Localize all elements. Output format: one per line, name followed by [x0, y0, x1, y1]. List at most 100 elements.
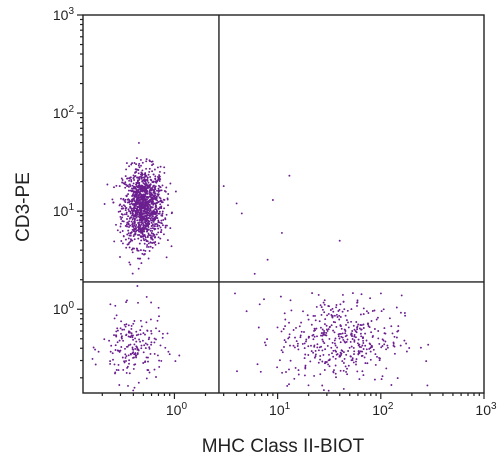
event-point — [161, 201, 164, 204]
event-point — [167, 204, 169, 207]
event-point — [341, 310, 344, 313]
y-axis-label: CD3-PE — [13, 172, 34, 242]
event-point — [115, 368, 118, 371]
event-point — [385, 367, 388, 370]
event-point — [140, 177, 143, 180]
event-point — [109, 362, 112, 365]
event-point — [326, 344, 329, 347]
event-point — [119, 215, 122, 218]
event-point — [145, 201, 148, 204]
event-point — [131, 195, 134, 197]
event-point — [94, 348, 97, 351]
event-point — [158, 315, 160, 318]
event-point — [156, 217, 159, 220]
event-point — [143, 221, 146, 224]
event-point — [342, 300, 345, 303]
event-point — [142, 234, 145, 237]
event-point — [127, 189, 130, 192]
event-point — [146, 236, 149, 239]
event-point — [130, 220, 133, 223]
event-point — [157, 219, 160, 222]
event-point — [145, 239, 148, 242]
event-point — [138, 206, 141, 209]
event-point — [137, 381, 140, 384]
event-point — [169, 227, 172, 230]
event-point — [128, 179, 131, 182]
event-point — [374, 353, 377, 356]
event-point — [283, 339, 286, 342]
event-point — [122, 339, 125, 342]
event-point — [163, 207, 166, 210]
event-point — [156, 199, 159, 202]
event-point — [303, 374, 306, 377]
event-point — [365, 352, 368, 355]
event-point — [153, 227, 156, 230]
event-point — [128, 362, 130, 365]
event-point — [287, 337, 290, 340]
event-point — [164, 224, 167, 227]
event-point — [124, 347, 126, 350]
event-point — [141, 187, 144, 190]
event-point — [370, 320, 373, 322]
event-point — [281, 351, 284, 354]
event-point — [140, 223, 143, 226]
event-point — [152, 210, 155, 213]
event-point — [365, 339, 368, 342]
event-point — [120, 332, 122, 335]
event-point — [113, 363, 116, 366]
event-point — [346, 338, 349, 341]
event-point — [161, 210, 164, 213]
event-point — [139, 214, 142, 217]
event-point — [155, 376, 157, 378]
event-point — [125, 301, 128, 304]
event-point — [118, 384, 121, 386]
event-point — [321, 338, 324, 341]
event-point — [164, 190, 167, 193]
event-point — [302, 310, 304, 313]
event-point — [150, 301, 153, 304]
event-point — [139, 158, 142, 161]
event-point — [331, 352, 333, 355]
event-point — [344, 335, 347, 338]
event-point — [327, 328, 330, 331]
event-point — [150, 227, 152, 230]
event-point — [137, 301, 139, 304]
event-point — [150, 213, 153, 216]
plot-frame — [82, 14, 485, 394]
event-point — [391, 332, 394, 335]
event-point — [144, 224, 147, 227]
event-point — [153, 184, 155, 187]
x-tick-label: 102 — [372, 401, 394, 418]
event-point — [157, 187, 160, 190]
event-point — [352, 324, 355, 327]
event-point — [134, 352, 137, 355]
event-point — [379, 357, 381, 360]
event-point — [346, 373, 349, 376]
event-point — [338, 318, 341, 321]
event-point — [354, 336, 357, 339]
event-point — [340, 335, 343, 338]
event-point — [132, 182, 135, 185]
event-point — [137, 188, 140, 191]
event-point — [167, 193, 170, 195]
event-point — [147, 232, 150, 235]
event-point — [293, 346, 296, 349]
event-point — [133, 195, 136, 198]
event-point — [292, 329, 295, 331]
event-point — [120, 213, 123, 216]
event-point — [139, 195, 142, 198]
event-point — [132, 235, 135, 238]
event-point — [125, 323, 128, 326]
event-point — [160, 219, 163, 222]
event-point — [335, 313, 338, 316]
event-point — [113, 317, 116, 320]
event-point — [138, 185, 141, 188]
event-point — [128, 246, 131, 249]
event-point — [367, 312, 370, 314]
event-point — [351, 357, 354, 360]
event-point — [127, 335, 130, 338]
event-point — [131, 346, 134, 349]
event-point — [314, 319, 317, 322]
event-point — [360, 335, 363, 338]
event-point — [158, 180, 161, 182]
